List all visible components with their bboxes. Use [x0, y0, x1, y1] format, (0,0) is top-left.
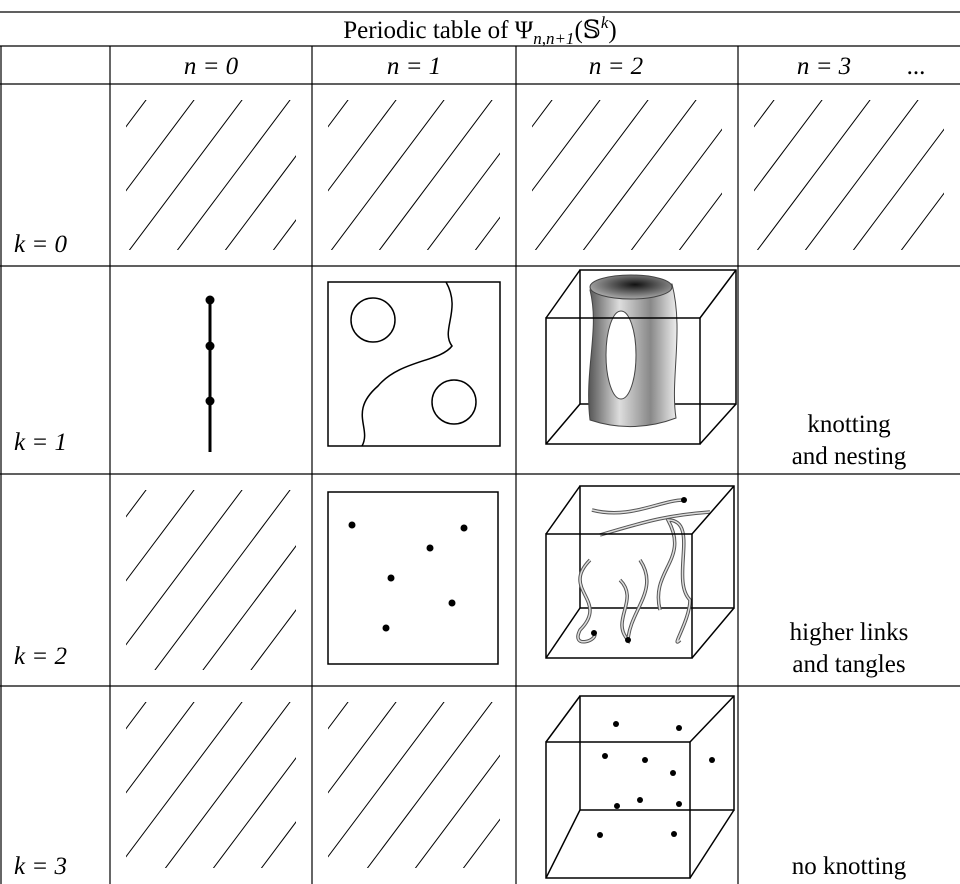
hatch-line [154, 686, 303, 884]
periodic-table: Periodic table of Ψn,n+1(𝕊k) n = 0 n = 1… [0, 0, 960, 884]
ellipsis: ... [907, 53, 926, 80]
circles-in-square [328, 282, 500, 446]
hatch-line [356, 686, 505, 884]
hatch-line [380, 84, 517, 266]
hatch-line [202, 686, 351, 884]
column-header: n = 2 [589, 53, 643, 80]
hatch-line [106, 686, 255, 884]
row-label: k = 3 [14, 853, 67, 880]
hatch-line [602, 84, 739, 266]
column-header: n = 3 [797, 53, 851, 80]
points-on-line [206, 296, 215, 453]
hatch-line [212, 686, 361, 884]
cell-note: higher links [790, 619, 909, 646]
hatch-line [164, 686, 313, 884]
hatch-line [47, 474, 206, 686]
hatch-line [842, 84, 960, 266]
hatch-line [308, 686, 457, 884]
hatch-line [890, 84, 960, 266]
hatch-line [404, 686, 553, 884]
hatch-line [452, 686, 601, 884]
points-in-cube [546, 696, 734, 878]
title: Periodic table of Ψn,n+1(𝕊k) [343, 13, 616, 48]
hatch-line [287, 474, 446, 686]
hatch-line [298, 686, 447, 884]
hatch-line [176, 84, 313, 266]
hatch-line [58, 686, 207, 884]
hatch-line [716, 84, 853, 266]
cell-note: and nesting [792, 443, 907, 470]
hatch-line [95, 474, 254, 686]
hatch-line [500, 686, 649, 884]
row-label: k = 2 [14, 643, 67, 670]
surface-in-cube [546, 270, 736, 444]
column-header: n = 1 [387, 53, 441, 80]
cell-note: and tangles [792, 651, 905, 678]
hatch-line [260, 686, 409, 884]
row-label: k = 1 [14, 429, 67, 456]
hatch-line [191, 474, 350, 686]
column-header: n = 0 [184, 53, 239, 80]
hatch-line [143, 474, 302, 686]
hatch-line [512, 84, 649, 266]
empty-cells [0, 84, 960, 884]
points-in-square [328, 492, 498, 664]
row-label: k = 0 [14, 231, 67, 258]
hatch-line [938, 84, 960, 266]
hatch-line [239, 474, 398, 686]
cell-note: no knotting [792, 853, 907, 880]
tangles-in-cube [546, 486, 734, 658]
hatch-line [310, 84, 447, 266]
hatch-line [250, 686, 399, 884]
cell-note: knotting [807, 411, 891, 438]
